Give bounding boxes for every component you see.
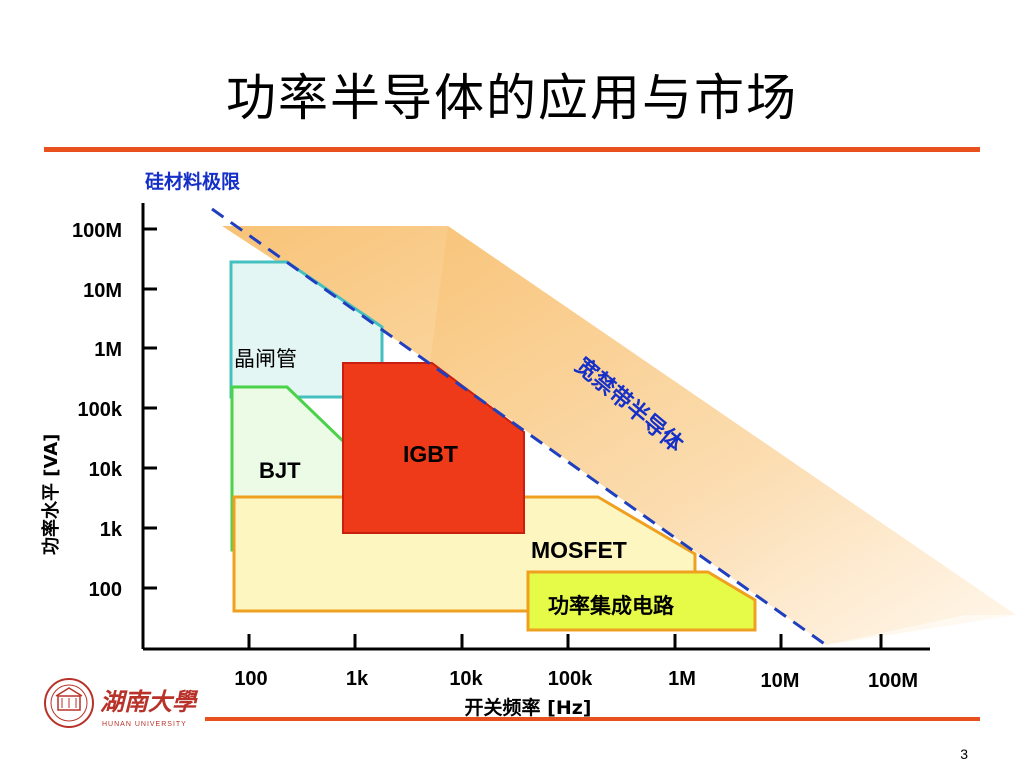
x-axis-title: 开关频率 [Hz] [465,696,592,719]
silicon-limit-line [211,207,827,647]
power-semiconductor-chart: 100M 10M 1M 100k 10k 1k 100 100 1k 10k 1… [40,170,1016,719]
region-label-bjt: BJT [259,458,301,483]
region-label-mosfet: MOSFET [531,537,627,563]
y-tick-label: 100k [78,399,123,421]
x-tick-label: 100M [868,670,918,692]
svg-text:HUNAN UNIVERSITY: HUNAN UNIVERSITY [102,721,187,728]
region-label-igbt: IGBT [403,441,458,467]
page-number: 3 [960,746,968,762]
svg-text:湖南大學: 湖南大學 [100,687,199,716]
y-tick-label: 1M [94,339,122,361]
seal-icon [44,678,94,728]
silicon-limit-label: 硅材料极限 [145,170,240,193]
university-logo: 湖南大學 HUNAN UNIVERSITY [44,678,199,728]
region-pic [526,570,757,632]
x-tick-label: 1k [346,668,369,690]
x-tick-label: 100 [234,668,267,690]
x-ticks [247,634,883,649]
y-ticks [143,227,157,590]
x-tick-label: 10k [449,668,483,690]
y-tick-label: 1k [100,519,123,541]
x-tick-label: 10M [761,670,800,692]
y-tick-label: 10M [83,280,122,302]
title-divider [44,147,980,152]
region-label-thyristor: 晶闸管 [234,347,297,371]
x-tick-label: 100k [548,668,593,690]
region-igbt [342,362,525,534]
y-tick-label: 100 [89,579,122,601]
page-title: 功率半导体的应用与市场 [226,69,798,127]
y-tick-label: 100M [72,220,122,242]
y-axis-title: 功率水平 [VA] [40,434,62,555]
y-tick-label: 10k [89,459,123,481]
x-tick-label: 1M [668,668,696,690]
footer-divider [205,717,980,721]
region-label-pic: 功率集成电路 [548,594,675,618]
wbg-band-lower [430,226,1016,645]
